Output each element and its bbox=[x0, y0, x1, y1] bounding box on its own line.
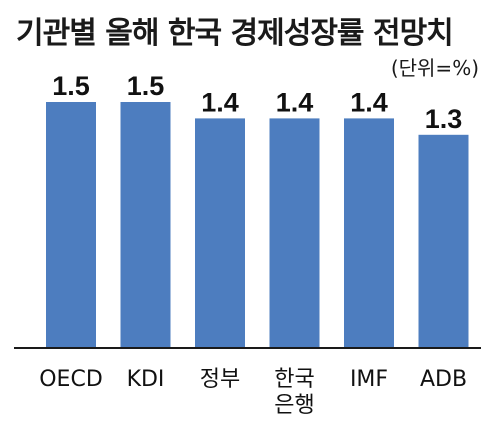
bar-0 bbox=[46, 102, 96, 348]
bar-5 bbox=[418, 134, 469, 348]
category-label-4: IMF bbox=[350, 367, 388, 392]
value-label-0: 1.5 bbox=[52, 71, 90, 101]
unit-note: (단위=%) bbox=[390, 56, 479, 80]
category-label-3: 한국 은행 bbox=[274, 367, 314, 418]
category-label-0: OECD bbox=[39, 367, 103, 392]
value-label-5: 1.3 bbox=[425, 104, 463, 134]
value-label-3: 1.4 bbox=[276, 87, 314, 117]
value-label-4: 1.4 bbox=[350, 87, 388, 117]
bar-1 bbox=[120, 102, 171, 348]
bar-2 bbox=[195, 118, 245, 349]
value-label-1: 1.5 bbox=[127, 71, 165, 101]
chart-title: 기관별 올해 한국 경제성장률 전망치 bbox=[16, 16, 454, 51]
value-label-2: 1.4 bbox=[201, 87, 239, 117]
category-label-5: ADB bbox=[420, 367, 467, 392]
category-label-2: 정부 bbox=[200, 367, 240, 392]
bar-3 bbox=[269, 118, 320, 349]
bar-4 bbox=[344, 118, 394, 349]
category-label-1: KDI bbox=[127, 367, 165, 392]
